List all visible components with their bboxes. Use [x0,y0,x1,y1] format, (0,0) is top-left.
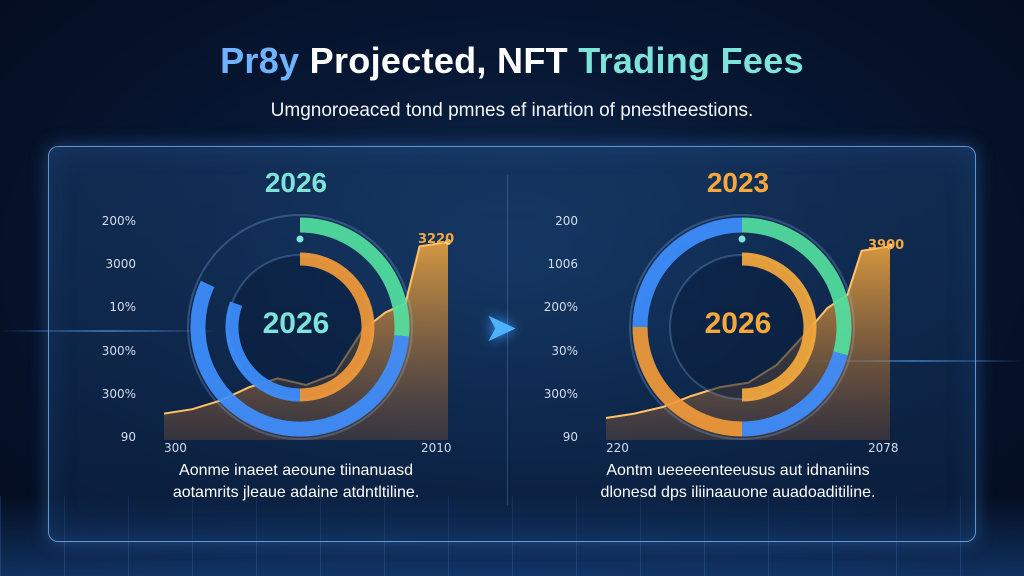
chart-center-label: 2026 [704,307,772,340]
ring-segment-outer-blue-2 [632,217,743,328]
panel-divider [507,175,508,505]
chart-caption: Aonme inaeet aeoune tiinanuasd aotamrits… [76,460,516,504]
grid-floor [0,496,1024,576]
chart-left-svg [163,214,451,440]
ring-guide [629,214,855,440]
caption-line: Aonme inaeet aeoune tiinanuasd [179,462,413,479]
y-tick: 300% [543,387,578,401]
y-tick: 3000 [105,257,136,271]
subtitle: Umgnoroeaced tond pmnes ef inartion of p… [270,100,754,121]
peak-data-label: 3220 [418,232,455,247]
chart-year-label: 2026 [264,167,328,198]
y-tick: 30% [551,344,578,358]
x-tick: 300 [164,441,187,455]
ring-segment-inner-gold [741,252,817,402]
y-tick: 10% [109,300,136,314]
x-tick: 220 [606,441,629,455]
ring-marker [738,235,746,243]
chart-right-svg [605,214,893,440]
ring-guide [187,214,413,440]
chart-right: 2023 2026 200 1006 200% 30% 300% 90 220 … [518,150,958,535]
light-streak [804,360,1024,362]
caption-line: aotamrits jleaue adaine atdntltiline. [172,484,420,501]
ring-segment-outer-blue [190,280,410,437]
title-part-3: Trading Fees [578,40,804,81]
y-tick: 90 [120,430,136,444]
ring-segment-inner-blue [225,301,301,402]
ring-marker [296,235,304,243]
peak-data-label: 3900 [868,238,905,253]
caption-line: dlonesd dps iliinaauone auadoaditiline. [600,484,876,501]
chart-left: 2026 2026 200% 3000 10% 300% 300% 90 300… [76,150,516,535]
title-part-2: Projected, NFT [309,40,568,81]
y-tick: 200% [101,214,136,228]
ring-segment-outer-orange [632,326,743,437]
y-tick: 300% [101,344,136,358]
title-part-1: Pr8y [220,40,300,81]
ring-segment-inner-orange [299,252,375,402]
x-tick: 2078 [868,441,899,455]
chart-year-label: 2023 [706,167,770,198]
y-tick: 300% [101,387,136,401]
light-streak [0,330,220,332]
x-tick: 2010 [421,441,452,455]
ring-segment-outer-green [741,217,852,356]
arrow-right-icon: ➤ [484,305,518,351]
chart-caption: Aontm ueeeeenteeusus aut idnaniins dlone… [518,460,958,504]
caption-line: Aontm ueeeeenteeusus aut idnaniins [606,462,870,479]
y-tick: 1006 [547,257,578,271]
peak-point [887,243,893,250]
ring-segment-outer [299,217,410,337]
y-tick: 200 [555,214,578,228]
page-title: Pr8y Projected, NFT Trading Fees [0,40,1024,82]
y-tick: 200% [543,300,578,314]
peak-point [445,239,451,245]
ring-segment-outer-blue [741,351,848,437]
chart-center-label: 2026 [262,307,330,340]
y-tick: 90 [562,430,578,444]
